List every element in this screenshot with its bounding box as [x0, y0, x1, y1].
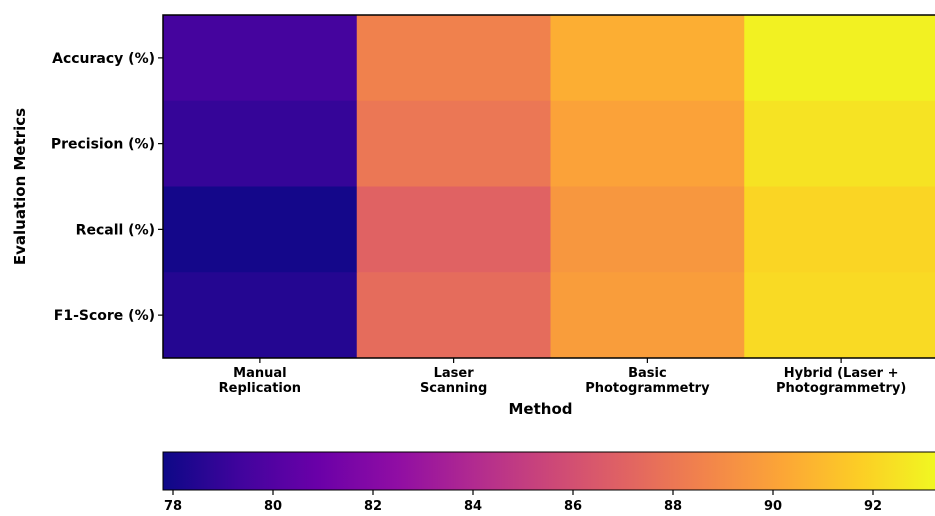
heatmap-cell [356, 272, 551, 359]
x-tick-label: Scanning [420, 381, 487, 396]
heatmap-cell [163, 15, 358, 102]
colorbar-tick-label: 80 [264, 499, 282, 514]
y-axis-label: Evaluation Metrics [11, 108, 29, 265]
colorbar-ticks: 78 80 82 84 86 88 90 92 [164, 490, 882, 514]
heatmap-cell [163, 272, 358, 359]
heatmap-cell [163, 100, 358, 187]
heatmap-cell [356, 186, 551, 273]
heatmap-cell [356, 100, 551, 187]
y-tick-label: Precision (%) [51, 137, 155, 153]
x-axis-label: Method [509, 400, 573, 418]
heatmap-cell [550, 272, 745, 359]
x-tick-label: Photogrammetry) [776, 381, 906, 396]
x-tick-label: Replication [219, 381, 301, 396]
y-tick-label: Recall (%) [76, 222, 155, 238]
colorbar-tick-label: 82 [364, 499, 382, 514]
heatmap-cell [163, 186, 358, 273]
x-tick-label: Hybrid (Laser + [784, 366, 899, 381]
colorbar-tick-label: 86 [564, 499, 582, 514]
y-tick-label: Accuracy (%) [52, 51, 155, 67]
colorbar-tick-label: 84 [464, 499, 482, 514]
heatmap-cell [550, 100, 745, 187]
y-tick-label: F1-Score (%) [54, 308, 155, 324]
heatmap-frame [162, 14, 935, 359]
colorbar-tick-label: 90 [764, 499, 782, 514]
colorbar [162, 451, 935, 491]
colorbar-tick-label: 78 [164, 499, 182, 514]
y-axis-ticks: Accuracy (%) Precision (%) Recall (%) F1-Sc… [51, 51, 163, 324]
x-tick-label: Manual [233, 366, 286, 381]
heatmap-cell [744, 186, 935, 273]
x-axis-ticks: ManualReplicationLaserScanningBasicPhoto… [219, 358, 906, 396]
heatmap-cell [744, 272, 935, 359]
heatmap-cells [163, 15, 935, 359]
x-tick-label: Basic [628, 366, 667, 381]
heatmap-cell [356, 15, 551, 102]
heatmap-cell [550, 186, 745, 273]
x-tick-label: Photogrammetry [585, 381, 710, 396]
colorbar-tick-label: 92 [864, 499, 882, 514]
heatmap-cell [550, 15, 745, 102]
x-tick-label: Laser [434, 366, 475, 381]
heatmap-cell [744, 100, 935, 187]
heatmap-cell [744, 15, 935, 102]
colorbar-tick-label: 88 [664, 499, 682, 514]
